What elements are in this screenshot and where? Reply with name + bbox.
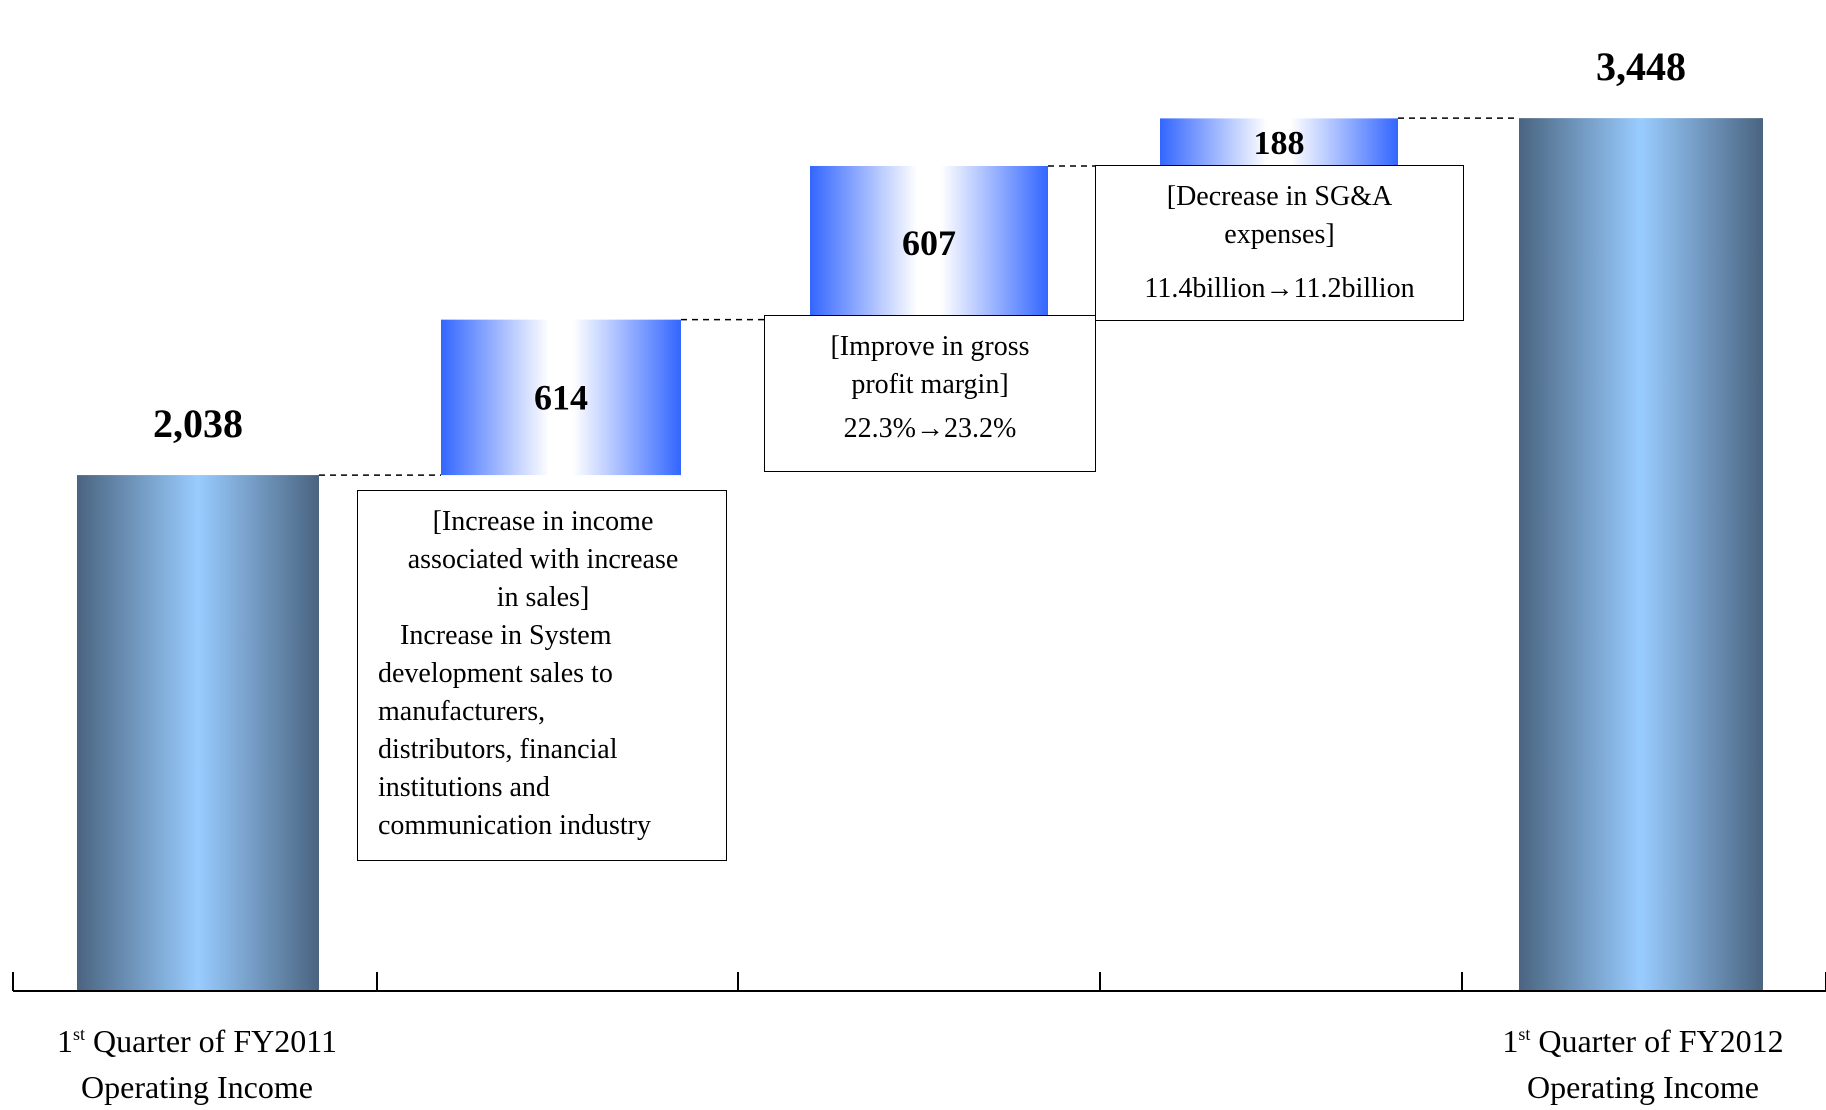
increase-bar [810,165,1048,320]
note-sga-title-line: [Decrease in SG&A [1166,181,1393,212]
x-label-num: 1 [56,1023,73,1059]
note-sales-body-line: Increase in System [400,620,612,651]
note-gross-margin: [Improve in gross profit margin] 22.3%→2… [764,315,1096,472]
x-label-fy2012: 1st Quarter of FY2012 Operating Income [1433,1018,1826,1110]
note-sales-title-line: associated with increase [407,544,679,575]
value-label: 3,448 [1596,44,1686,89]
value-labels: 2,038 614 607 188 3,448 [153,44,1686,446]
note-sga-decrease: [Decrease in SG&A expenses] 11.4billion→… [1095,165,1464,321]
x-label-text: Quarter of FY2011 [84,1023,338,1059]
x-label-fy2011-line2: Operating Income [81,1069,313,1105]
bars [77,118,1763,992]
note-margin-title-line: [Improve in gross [830,331,1030,362]
x-label-fy2011-line1: 1st Quarter of FY2011 [0,1018,407,1064]
x-axis [12,972,1826,992]
increase-bar [1160,118,1398,166]
note-sales-body: Increase in System development sales to … [378,617,708,845]
x-label-num: 1 [1502,1023,1519,1059]
note-sales-body-line: communication industry [378,810,651,841]
note-sales-body-line: manufacturers, [378,696,546,727]
note-sales-body-line: distributors, financial [378,734,618,765]
x-label-text: Quarter of FY2012 [1530,1023,1784,1059]
note-sales-body-line: institutions and [378,772,550,803]
x-label-sup: st [1518,1024,1531,1044]
x-label-fy2012-line1: 1st Quarter of FY2012 [1433,1018,1826,1064]
note-sales-increase: [Increase in income associated with incr… [357,490,727,861]
total-bar [77,475,319,991]
value-label: 2,038 [153,401,243,446]
value-label: 188 [1254,125,1305,162]
note-sga-detail: 11.4billion→11.2billion [1144,273,1415,304]
note-sales-body-line: development sales to [378,658,613,689]
note-sales-title: [Increase in income associated with incr… [378,503,708,617]
note-margin-detail: 22.3%→23.2% [843,413,1017,444]
note-sales-title-line: in sales] [496,582,590,613]
note-sales-title-line: [Increase in income [432,506,654,537]
note-margin-title-line: profit margin] [851,369,1009,400]
note-sga-title-line: expenses] [1224,219,1335,250]
x-label-fy2011: 1st Quarter of FY2011 Operating Income [0,1018,407,1110]
increase-bar [441,319,681,476]
value-label: 614 [534,377,588,417]
value-label: 607 [902,223,956,263]
x-label-fy2012-line2: Operating Income [1527,1069,1759,1105]
x-label-sup: st [72,1024,85,1044]
total-bar [1519,118,1763,992]
